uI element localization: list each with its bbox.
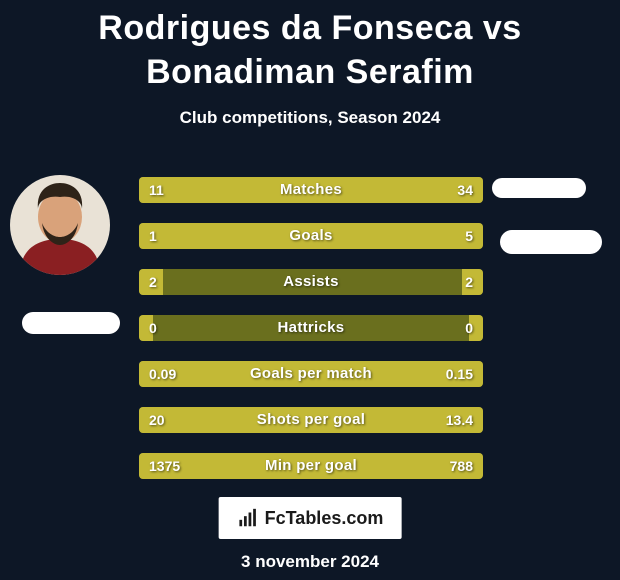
stat-row: Goals per match0.09 0.15	[139, 361, 483, 387]
player-right-marker-2	[500, 230, 602, 254]
stat-value-right: 0	[455, 315, 483, 341]
stat-label: Matches	[139, 177, 483, 203]
stat-value-left: 1	[139, 223, 167, 249]
stat-value-right: 2	[455, 269, 483, 295]
stat-row: Shots per goal20 13.4	[139, 407, 483, 433]
subtitle: Club competitions, Season 2024	[0, 108, 620, 128]
stat-row: Goals1 5	[139, 223, 483, 249]
avatar-placeholder-icon	[10, 175, 110, 275]
player-left-marker	[22, 312, 120, 334]
stat-label: Assists	[139, 269, 483, 295]
stat-value-right: 0.15	[436, 361, 483, 387]
stat-value-left: 0	[139, 315, 167, 341]
stat-value-left: 20	[139, 407, 175, 433]
brand-badge: FcTables.com	[219, 497, 402, 539]
comparison-infographic: Rodrigues da Fonseca vs Bonadiman Serafi…	[0, 0, 620, 580]
footer-date: 3 november 2024	[0, 552, 620, 572]
stat-label: Shots per goal	[139, 407, 483, 433]
stat-label: Goals	[139, 223, 483, 249]
bar-chart-icon	[237, 507, 259, 529]
stat-label: Goals per match	[139, 361, 483, 387]
stat-label: Hattricks	[139, 315, 483, 341]
stat-value-right: 13.4	[436, 407, 483, 433]
stat-row: Min per goal1375 788	[139, 453, 483, 479]
brand-text: FcTables.com	[265, 508, 384, 529]
stats-bars: Matches11 34 Goals1 5 Assists2 2 Hattricks0 0 Go…	[139, 177, 483, 479]
stat-row: Assists2 2	[139, 269, 483, 295]
stat-label: Min per goal	[139, 453, 483, 479]
page-title: Rodrigues da Fonseca vs Bonadiman Serafi…	[0, 0, 620, 94]
stat-row: Matches11 34	[139, 177, 483, 203]
stat-row: Hattricks0 0	[139, 315, 483, 341]
stat-value-left: 11	[139, 177, 174, 203]
stat-value-right: 5	[455, 223, 483, 249]
stat-value-left: 2	[139, 269, 167, 295]
stat-value-right: 34	[447, 177, 483, 203]
player-left-avatar	[10, 175, 110, 275]
stat-value-right: 788	[440, 453, 483, 479]
player-right-marker-1	[492, 178, 586, 198]
stat-value-left: 0.09	[139, 361, 186, 387]
stat-value-left: 1375	[139, 453, 190, 479]
